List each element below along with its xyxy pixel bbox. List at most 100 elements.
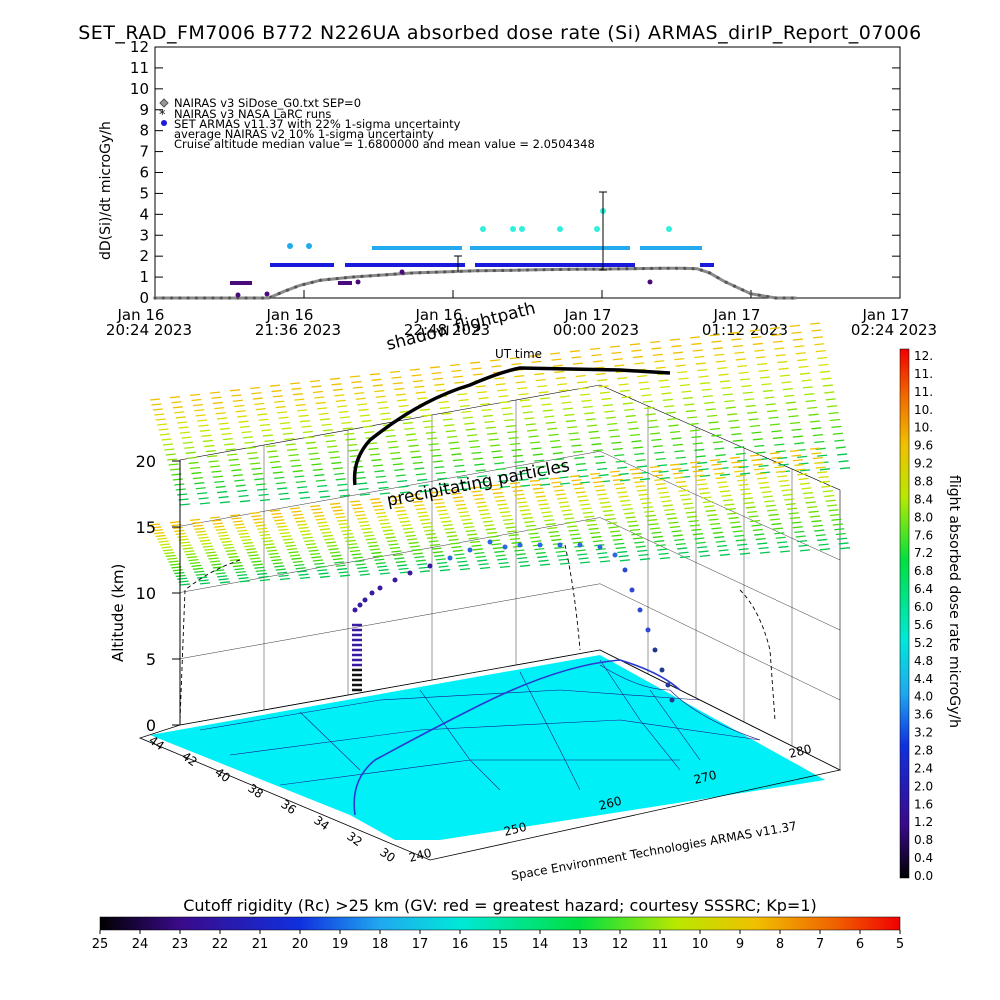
surface-dash [674, 476, 685, 479]
surface-dash [471, 544, 482, 547]
nairas-point [567, 267, 571, 271]
armas-point [399, 269, 405, 275]
surface-dash [172, 569, 183, 572]
surface-dash [759, 376, 771, 379]
surface-dash [759, 551, 771, 554]
surface-dash [717, 366, 728, 370]
surface-dash [738, 465, 749, 469]
surface-dash [792, 435, 803, 438]
surface-dash [697, 461, 708, 465]
surface-dash [835, 532, 846, 536]
rigidity-tick-label: 17 [412, 937, 429, 952]
x-tick-label: 20:24 2023 [106, 321, 192, 339]
surface-dash [651, 531, 662, 534]
flight-point [357, 602, 363, 608]
surface-dash [601, 397, 612, 401]
surface-dash [408, 541, 419, 545]
surface-dash [714, 472, 725, 475]
surface-dash [492, 546, 503, 550]
surface-dash [658, 470, 669, 473]
surface-dash [358, 487, 369, 491]
armas-segment [230, 281, 252, 285]
surface-dash [572, 541, 583, 544]
surface-dash [397, 399, 408, 402]
surface-dash [765, 504, 776, 507]
nairas-point [161, 296, 165, 300]
surface-dash [352, 507, 363, 510]
surface-dash [657, 464, 668, 467]
surface-dash [642, 506, 653, 509]
surface-dash [218, 422, 229, 425]
surface-dash [375, 395, 386, 398]
surface-dash [338, 489, 349, 492]
surface-dash [809, 322, 821, 325]
surface-dash [685, 511, 696, 514]
surface-dash [395, 560, 406, 564]
surface-dash [331, 461, 342, 465]
surface-dash [697, 546, 708, 549]
surface-dash [588, 527, 599, 531]
surface-dash [239, 425, 251, 429]
surface-dash [652, 474, 663, 477]
flight-point [622, 567, 628, 573]
surface-dash [189, 466, 201, 470]
surface-dash [199, 582, 211, 585]
surface-dash [299, 420, 311, 423]
surface-dash [718, 373, 729, 376]
surface-dash [702, 500, 713, 504]
surface-dash [435, 389, 446, 392]
nairas-point [376, 273, 381, 277]
nairas-point [318, 278, 323, 282]
surface-dash [728, 516, 739, 520]
surface-dash [497, 389, 508, 392]
surface-dash [291, 510, 302, 513]
surface-dash [578, 387, 589, 390]
surface-dash [575, 549, 586, 552]
surface-dash [559, 562, 571, 565]
surface-dash [658, 379, 669, 382]
surface-dash [578, 557, 589, 560]
nairas-point [509, 268, 513, 272]
surface-dash [602, 404, 613, 407]
surface-dash [409, 368, 421, 371]
rigidity-tick-label: 20 [292, 937, 309, 952]
surface-dash [517, 387, 528, 390]
armas-point [647, 279, 653, 285]
surface-dash [817, 356, 828, 360]
surface-dash [611, 441, 622, 444]
surface-dash [558, 558, 569, 561]
surface-dash [787, 507, 798, 510]
surface-dash [339, 574, 351, 577]
surface-dash [434, 502, 445, 505]
surface-dash [529, 441, 541, 444]
surface-dash [637, 465, 648, 468]
surface-dash [375, 475, 386, 478]
surface-dash [539, 563, 551, 566]
surface-dash [688, 520, 699, 523]
surface-dash [465, 529, 476, 533]
colorbar-tick-label: 2.0 [914, 779, 933, 793]
surface-dash [629, 433, 641, 437]
surface-dash [197, 492, 208, 495]
surface-dash [794, 530, 805, 534]
surface-dash [534, 372, 545, 376]
surface-dash [444, 527, 455, 531]
surface-dash [398, 517, 409, 520]
surface-dash [278, 528, 289, 532]
surface-dash [642, 400, 653, 403]
surface-dash [482, 520, 493, 523]
surface-dash [514, 375, 525, 378]
surface-dash [799, 372, 811, 375]
surface-dash [595, 461, 606, 464]
rigidity-tick-label: 25 [92, 937, 109, 952]
surface-dash [721, 494, 732, 497]
surface-dash [244, 545, 255, 548]
surface-dash [228, 458, 239, 461]
surface-dash [479, 402, 491, 406]
surface-dash [274, 476, 285, 480]
surface-dash [395, 393, 406, 396]
surface-dash [357, 482, 368, 485]
rigidity-tick-label: 14 [532, 937, 549, 952]
surface-dash [832, 523, 843, 526]
surface-dash [579, 393, 591, 396]
